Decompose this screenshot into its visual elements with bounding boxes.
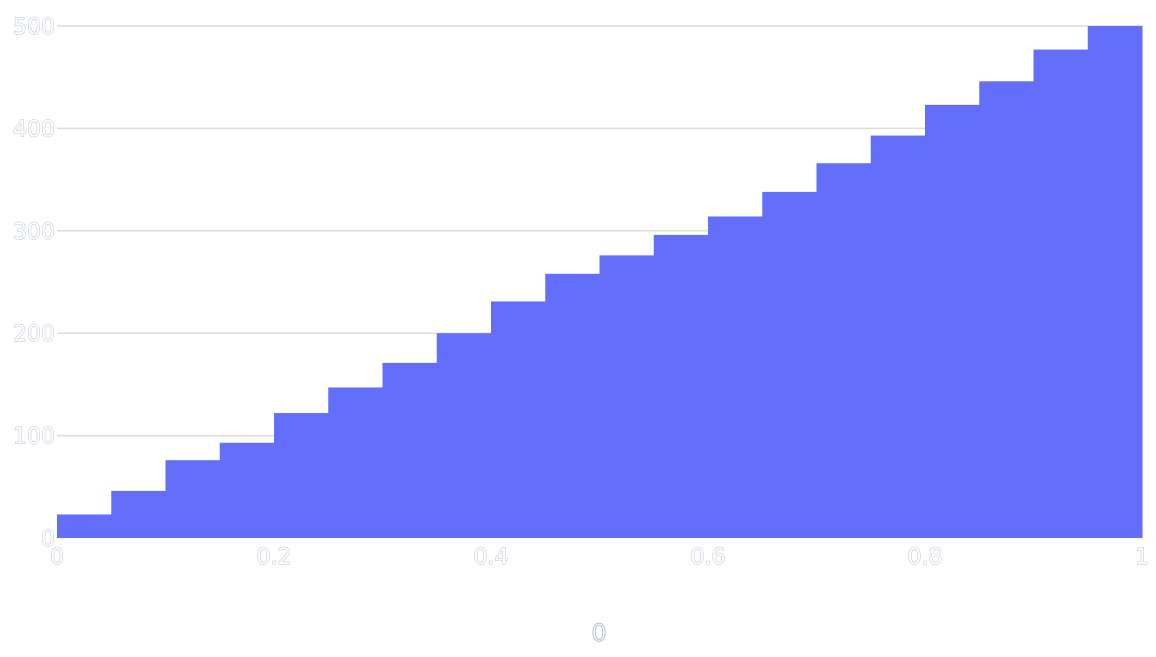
x-tick-label: 1 (1135, 545, 1149, 570)
y-tick-label: 400 (13, 117, 55, 142)
step-bar (165, 460, 221, 538)
step-bar (328, 387, 383, 538)
step-bar (979, 81, 1034, 539)
step-bar (708, 216, 763, 539)
y-tick-label: 0 (41, 527, 55, 552)
x-tick-label: 0 (50, 545, 64, 570)
step-bar (1033, 49, 1089, 538)
step-bar (870, 135, 926, 538)
step-bar (111, 490, 166, 538)
step-bar (219, 442, 275, 538)
x-tick-label: 0.4 (474, 545, 509, 570)
step-area (57, 26, 1143, 539)
x-axis-ticks: 0 0.2 0.4 0.6 0.8 1 (50, 545, 1150, 571)
step-bar (599, 255, 655, 538)
step-bar (925, 104, 980, 539)
x-axis-title: 0 (591, 619, 606, 647)
step-bar (57, 514, 112, 538)
y-axis-ticks: 0 100 200 300 400 500 (13, 15, 56, 553)
step-bar (816, 163, 872, 538)
step-bar (545, 273, 600, 538)
step-bar (382, 362, 438, 538)
step-bar (653, 234, 709, 538)
step-bar (491, 301, 546, 538)
y-tick-label: 500 (13, 15, 55, 40)
step-bar (274, 413, 329, 538)
x-tick-label: 0.6 (691, 545, 726, 570)
y-tick-label: 200 (13, 322, 55, 347)
x-tick-label: 0.8 (908, 545, 943, 570)
step-bar (762, 191, 817, 538)
y-tick-label: 300 (13, 220, 55, 245)
step-bar (1087, 26, 1143, 538)
step-bar (436, 333, 492, 538)
y-tick-label: 100 (13, 425, 55, 450)
x-tick-label: 0.2 (257, 545, 292, 570)
